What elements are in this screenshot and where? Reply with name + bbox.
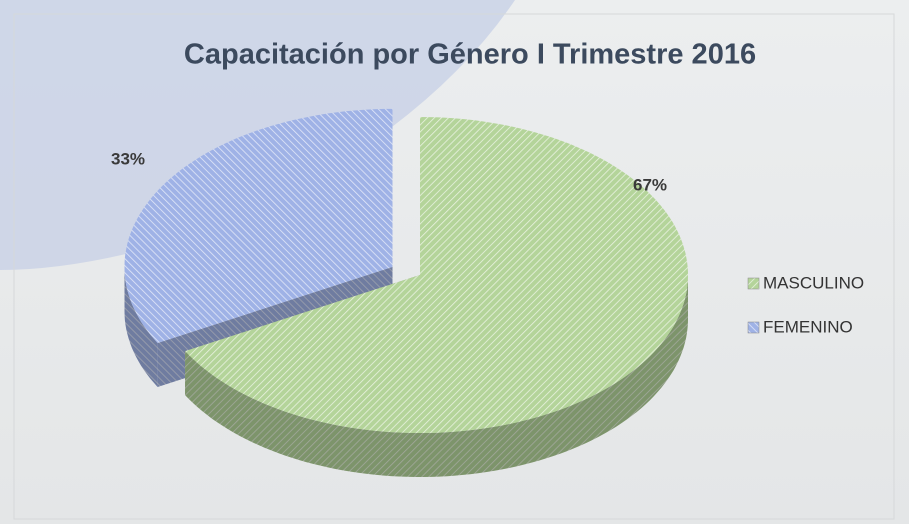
slice-shade [124,266,158,387]
pie-slice [124,108,393,344]
slice-side [185,275,688,477]
plot-area: 33% 67% [111,108,688,477]
data-label: 33% [111,149,145,168]
legend-label: FEMENINO [763,317,853,336]
chart-frame [13,13,895,520]
slice-side [124,266,158,387]
pie-slice [185,117,688,433]
legend-label: MASCULINO [763,273,864,292]
chart-title: Capacitación por Género I Trimestre 2016 [184,39,756,71]
legend-swatch [747,277,760,290]
slice-shade [185,275,688,477]
legend-swatch [747,321,760,334]
data-label: 67% [633,175,667,194]
